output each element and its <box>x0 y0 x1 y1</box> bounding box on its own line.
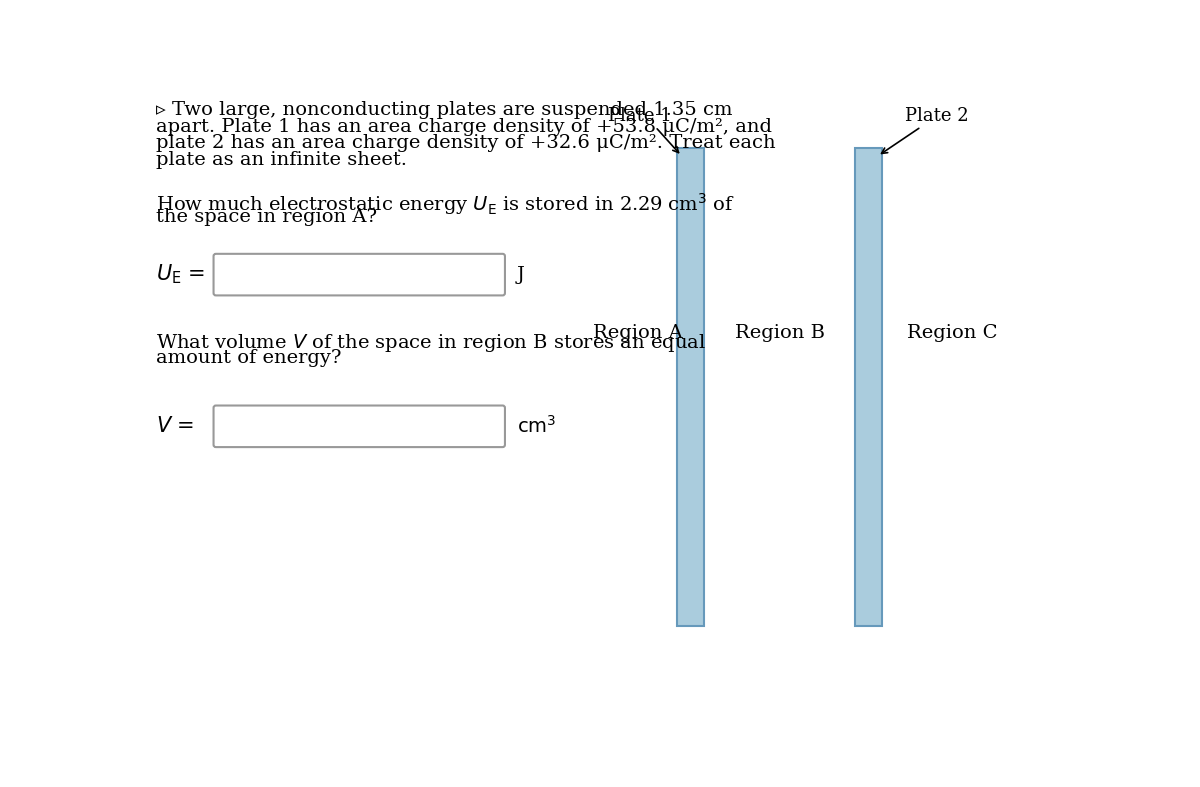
FancyBboxPatch shape <box>214 405 505 447</box>
Text: Region C: Region C <box>907 324 997 342</box>
Text: ▹ Two large, nonconducting plates are suspended 1.35 cm: ▹ Two large, nonconducting plates are su… <box>156 101 733 119</box>
Text: Region B: Region B <box>734 324 824 342</box>
Text: J: J <box>516 266 524 283</box>
Text: amount of energy?: amount of energy? <box>156 349 342 367</box>
Text: apart. Plate 1 has an area charge density of +53.8 μC/m², and: apart. Plate 1 has an area charge densit… <box>156 117 773 135</box>
Bar <box>856 148 882 626</box>
Text: plate 2 has an area charge density of +32.6 μC/m². Treat each: plate 2 has an area charge density of +3… <box>156 135 776 153</box>
Text: Plate 1: Plate 1 <box>608 107 672 125</box>
Text: $U_\mathrm{E}$ =: $U_\mathrm{E}$ = <box>156 263 205 286</box>
Text: cm$^3$: cm$^3$ <box>516 416 556 438</box>
Text: $V$ =: $V$ = <box>156 416 194 436</box>
Text: How much electrostatic energy $U_\mathrm{E}$ is stored in 2.29 cm$^3$ of: How much electrostatic energy $U_\mathrm… <box>156 191 736 217</box>
Bar <box>677 148 704 626</box>
FancyBboxPatch shape <box>214 254 505 295</box>
Text: Plate 2: Plate 2 <box>905 107 968 125</box>
Text: Region A: Region A <box>593 324 683 342</box>
Text: the space in region A?: the space in region A? <box>156 209 377 227</box>
Text: What volume $V$ of the space in region B stores an equal: What volume $V$ of the space in region B… <box>156 331 707 353</box>
Text: plate as an infinite sheet.: plate as an infinite sheet. <box>156 151 407 169</box>
